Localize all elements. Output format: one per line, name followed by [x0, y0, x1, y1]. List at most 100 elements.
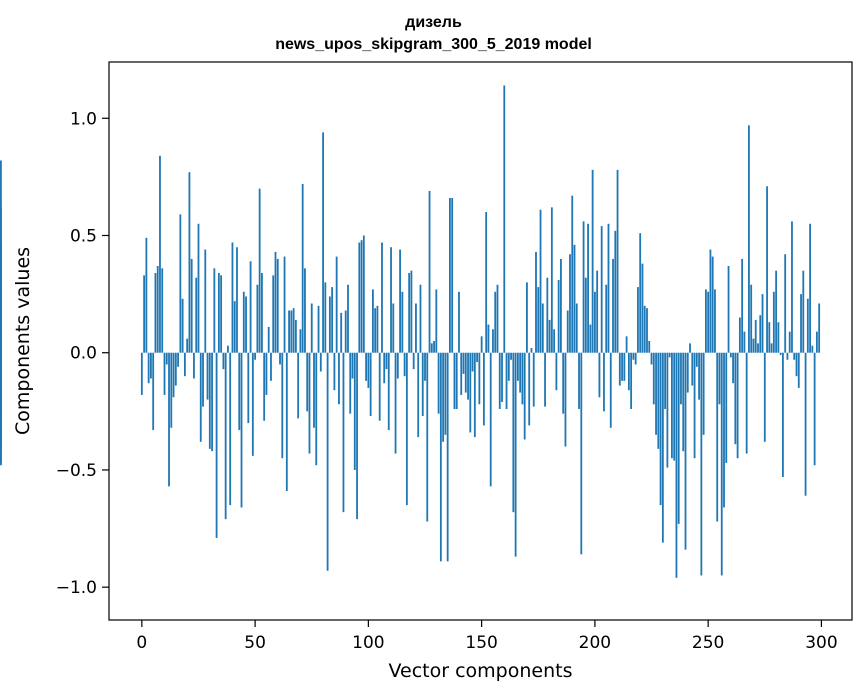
bar — [659, 352, 662, 506]
bar — [211, 352, 213, 452]
bar — [435, 289, 438, 353]
x-tick-label: 200 — [579, 633, 611, 653]
bar — [815, 331, 818, 353]
bar — [272, 275, 275, 353]
bar — [190, 258, 193, 353]
bar — [555, 352, 558, 391]
bar — [707, 291, 710, 353]
chart-title: дизель — [405, 14, 462, 31]
bar — [446, 352, 449, 562]
bar — [521, 352, 524, 405]
bar — [573, 244, 576, 353]
bar — [263, 352, 266, 421]
bar — [183, 352, 186, 377]
bar — [396, 352, 399, 379]
bar — [408, 273, 411, 353]
bar — [378, 352, 381, 421]
bar — [691, 352, 694, 386]
bar — [279, 352, 281, 365]
bar — [682, 352, 685, 452]
bar — [340, 312, 343, 353]
bar — [202, 352, 204, 407]
bar — [376, 305, 379, 353]
bar — [415, 303, 417, 353]
bar — [623, 352, 626, 381]
bar — [369, 352, 372, 417]
bar — [793, 352, 796, 360]
bar — [673, 352, 676, 461]
bar — [569, 254, 571, 353]
bar — [745, 352, 748, 454]
bar — [734, 352, 737, 445]
x-tick-label: 0 — [136, 633, 147, 653]
bar — [718, 352, 721, 405]
bar — [779, 352, 782, 356]
bar — [360, 240, 363, 353]
bar — [487, 324, 490, 353]
bar — [675, 352, 678, 578]
bar — [168, 352, 170, 487]
bar — [390, 247, 392, 353]
bar — [353, 352, 356, 470]
bar — [609, 352, 612, 428]
bar — [725, 352, 728, 463]
bar — [199, 352, 202, 442]
bar — [503, 85, 506, 353]
bar — [258, 188, 261, 353]
bar — [689, 343, 691, 353]
bar — [637, 287, 639, 353]
bar — [403, 352, 406, 377]
bar — [496, 284, 499, 353]
bar — [419, 284, 422, 353]
bar — [358, 242, 361, 353]
bar — [161, 268, 164, 353]
bar — [267, 326, 270, 353]
bar — [163, 352, 166, 395]
bar — [711, 256, 714, 353]
bar — [661, 352, 664, 543]
bar — [460, 352, 463, 395]
bar — [684, 352, 687, 550]
bar — [680, 352, 682, 405]
bar — [213, 268, 216, 353]
bar — [757, 343, 759, 353]
bar — [584, 277, 587, 353]
bar — [347, 284, 349, 353]
bar — [505, 352, 508, 409]
bar — [716, 352, 719, 522]
bar — [598, 352, 601, 398]
bar — [643, 305, 646, 353]
bar — [532, 352, 535, 407]
bar — [362, 235, 365, 353]
bar — [301, 183, 304, 353]
bar — [344, 310, 347, 353]
y-axis-ticks: −1.0 −0.5 0.0 0.5 1.0 — [56, 109, 109, 598]
y-axis-label: Components values — [12, 247, 34, 435]
bar — [208, 352, 211, 449]
bar — [442, 352, 445, 442]
bar — [655, 352, 657, 435]
bar — [449, 197, 451, 353]
bar — [290, 310, 293, 353]
bar — [0, 352, 2, 466]
bar — [494, 291, 497, 353]
bar — [371, 289, 374, 353]
bar — [804, 352, 807, 496]
bar — [591, 169, 594, 353]
bar — [315, 352, 318, 466]
bar — [541, 303, 544, 353]
bar — [575, 303, 578, 353]
bar — [641, 263, 644, 353]
bar — [557, 280, 560, 353]
bar — [473, 352, 476, 438]
bar — [741, 258, 744, 353]
bar — [381, 242, 383, 353]
bar — [249, 261, 252, 353]
x-tick-label: 150 — [465, 633, 497, 653]
bar — [399, 249, 401, 353]
bar — [405, 352, 408, 506]
bar — [349, 352, 352, 414]
bar — [467, 352, 469, 400]
bar — [331, 287, 334, 353]
